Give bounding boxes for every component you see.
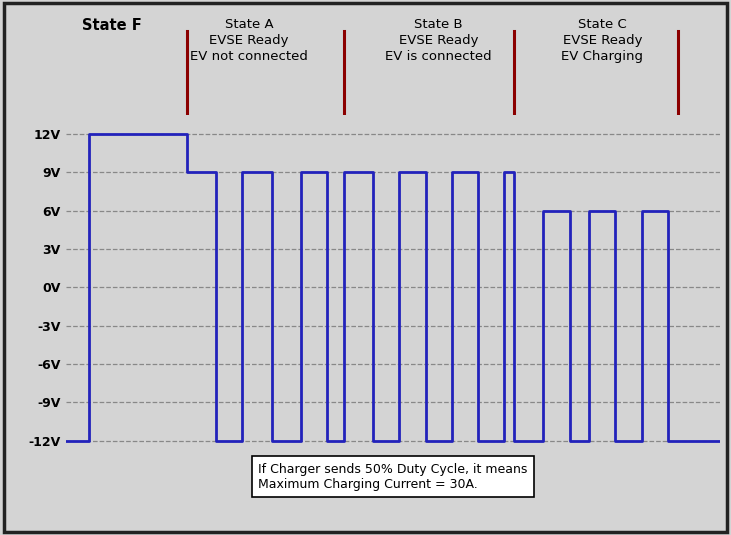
Text: State B
EVSE Ready
EV is connected: State B EVSE Ready EV is connected: [385, 18, 492, 63]
Text: If Charger sends 50% Duty Cycle, it means
Maximum Charging Current = 30A.: If Charger sends 50% Duty Cycle, it mean…: [258, 463, 528, 491]
Text: State C
EVSE Ready
EV Charging: State C EVSE Ready EV Charging: [561, 18, 643, 63]
Text: State F: State F: [82, 18, 142, 33]
Text: State A
EVSE Ready
EV not connected: State A EVSE Ready EV not connected: [190, 18, 308, 63]
